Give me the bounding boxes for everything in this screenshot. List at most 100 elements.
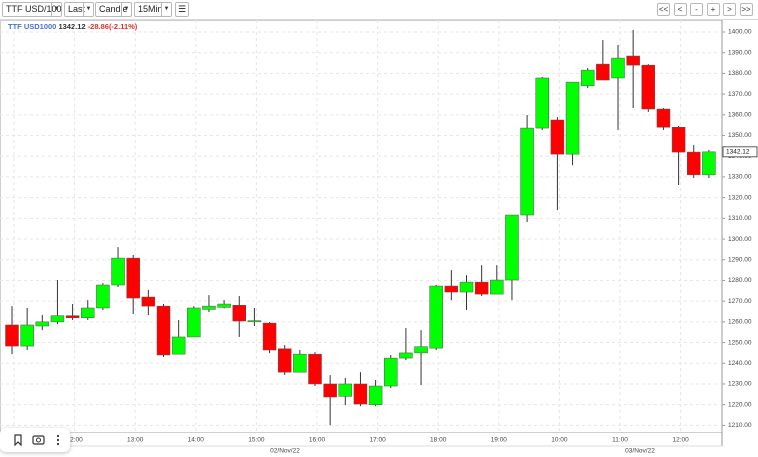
candle-body <box>156 305 171 356</box>
y-tick-label: 1290.00 <box>728 256 752 263</box>
nav-button[interactable]: < <box>673 3 687 16</box>
candle-body <box>414 346 428 354</box>
x-tick-label: 14:00 <box>188 437 205 444</box>
plot-frame <box>0 20 723 433</box>
candle-body <box>687 151 701 176</box>
dropdown-arrow: ▼ <box>51 3 61 16</box>
more-dot[interactable] <box>56 434 60 438</box>
header-change: -28.86(-2.11%) <box>88 22 138 31</box>
x-tick-label: 17:00 <box>369 437 386 444</box>
dropdown-arrow: ▼ <box>121 3 131 16</box>
y-tick-label: 1360.00 <box>728 112 752 119</box>
candle-body <box>565 81 580 155</box>
x-tick-label: 15:00 <box>248 437 265 444</box>
candle-body <box>671 126 686 153</box>
candle-body <box>702 151 716 176</box>
y-tick-label: 1310.00 <box>728 215 752 222</box>
y-tick-label: 1260.00 <box>728 319 752 326</box>
candle-body <box>277 348 292 373</box>
candle-body <box>490 279 504 295</box>
date-label: 03/Nov/22 <box>625 448 655 454</box>
x-tick-label: 16:00 <box>309 437 326 444</box>
last-price-label: 1342.12 <box>726 149 750 156</box>
menu-button[interactable]: ☰ <box>175 2 189 17</box>
candle-body <box>641 64 656 110</box>
nav-button[interactable]: - <box>690 3 703 16</box>
date-label: 02/Nov/22 <box>270 448 300 454</box>
y-tick-label: 1220.00 <box>728 401 752 408</box>
candle-body <box>535 77 549 129</box>
interval-select[interactable]: 15Min ▼ <box>134 2 172 17</box>
header-last: 1342.12 <box>58 22 85 31</box>
y-tick-label: 1250.00 <box>728 339 752 346</box>
tool-icons <box>14 434 60 447</box>
candle-body <box>50 315 65 323</box>
candle-body <box>459 281 474 293</box>
candle-body <box>81 307 95 318</box>
candle-body <box>308 353 322 385</box>
candle-body <box>96 284 110 309</box>
candle-body <box>626 55 640 66</box>
candle-body <box>368 385 383 405</box>
x-tick-label: 12:00 <box>66 437 83 444</box>
camera-icon[interactable] <box>32 435 45 445</box>
candle-body <box>20 324 34 347</box>
candle-body <box>5 324 19 347</box>
y-tick-label: 1350.00 <box>728 132 752 139</box>
candle-body <box>262 322 277 351</box>
candle-body <box>171 336 186 355</box>
interval-text: 15Min <box>138 4 163 14</box>
candle-body <box>580 69 595 87</box>
nav-button[interactable]: >> <box>739 3 753 16</box>
more-dot <box>56 442 60 446</box>
price-field-select[interactable]: Last ▼ <box>64 2 94 17</box>
dropdown-arrow: ▼ <box>161 3 171 16</box>
nav-button[interactable]: + <box>706 3 720 16</box>
candle-body <box>111 257 125 286</box>
y-tick-label: 1240.00 <box>728 360 752 367</box>
last-price-box <box>722 146 758 158</box>
x-tick-label: 18:00 <box>430 437 447 444</box>
candle-body <box>474 281 489 295</box>
chart-style-text: Candle <box>99 4 128 14</box>
more-dot <box>56 438 60 442</box>
symbol-input[interactable]: TTF USD/100 ▼ <box>2 2 62 17</box>
candle-body <box>141 296 156 307</box>
x-tick-label: 12:00 <box>672 437 689 444</box>
candle-body <box>550 119 565 155</box>
y-tick-label: 1330.00 <box>728 174 752 181</box>
header-symbol: TTF USD1000 <box>8 22 56 31</box>
x-tick-label: 10:00 <box>551 437 568 444</box>
candle-body <box>656 108 671 128</box>
y-tick-label: 1270.00 <box>728 298 752 305</box>
candle-body <box>384 357 398 387</box>
bookmark-icon[interactable] <box>14 434 22 447</box>
y-tick-label: 1380.00 <box>728 70 752 77</box>
price-field-text: Last <box>68 4 86 14</box>
candle-body <box>202 305 216 310</box>
y-tick-label: 1230.00 <box>728 381 752 388</box>
candle-body <box>293 353 307 373</box>
nav-button[interactable]: > <box>723 3 736 16</box>
header: TTF USD1000 1342.12 -28.86(-2.11%) <box>8 22 138 31</box>
x-tick-label: 13:00 <box>127 437 144 444</box>
y-tick-label: 1300.00 <box>728 236 752 243</box>
candle-body <box>444 285 459 293</box>
chart-style-select[interactable]: Candle ▼ <box>95 2 132 17</box>
candle-body <box>232 305 246 322</box>
candle-body <box>353 383 368 405</box>
y-tick-label: 1320.00 <box>728 194 752 201</box>
bottom-tools <box>0 428 70 452</box>
nav-button[interactable]: << <box>657 3 670 16</box>
candle-body <box>399 352 413 359</box>
y-tick-label: 1370.00 <box>728 91 752 98</box>
y-tick-label: 1280.00 <box>728 277 752 284</box>
candle-body <box>126 257 140 299</box>
x-tick-label: 19:00 <box>491 437 508 444</box>
candle-body <box>65 315 80 318</box>
candle-body <box>35 321 50 327</box>
candle-body <box>429 285 443 349</box>
candle-body <box>187 307 201 338</box>
dropdown-arrow: ▼ <box>83 3 93 16</box>
candle-body <box>611 57 625 79</box>
